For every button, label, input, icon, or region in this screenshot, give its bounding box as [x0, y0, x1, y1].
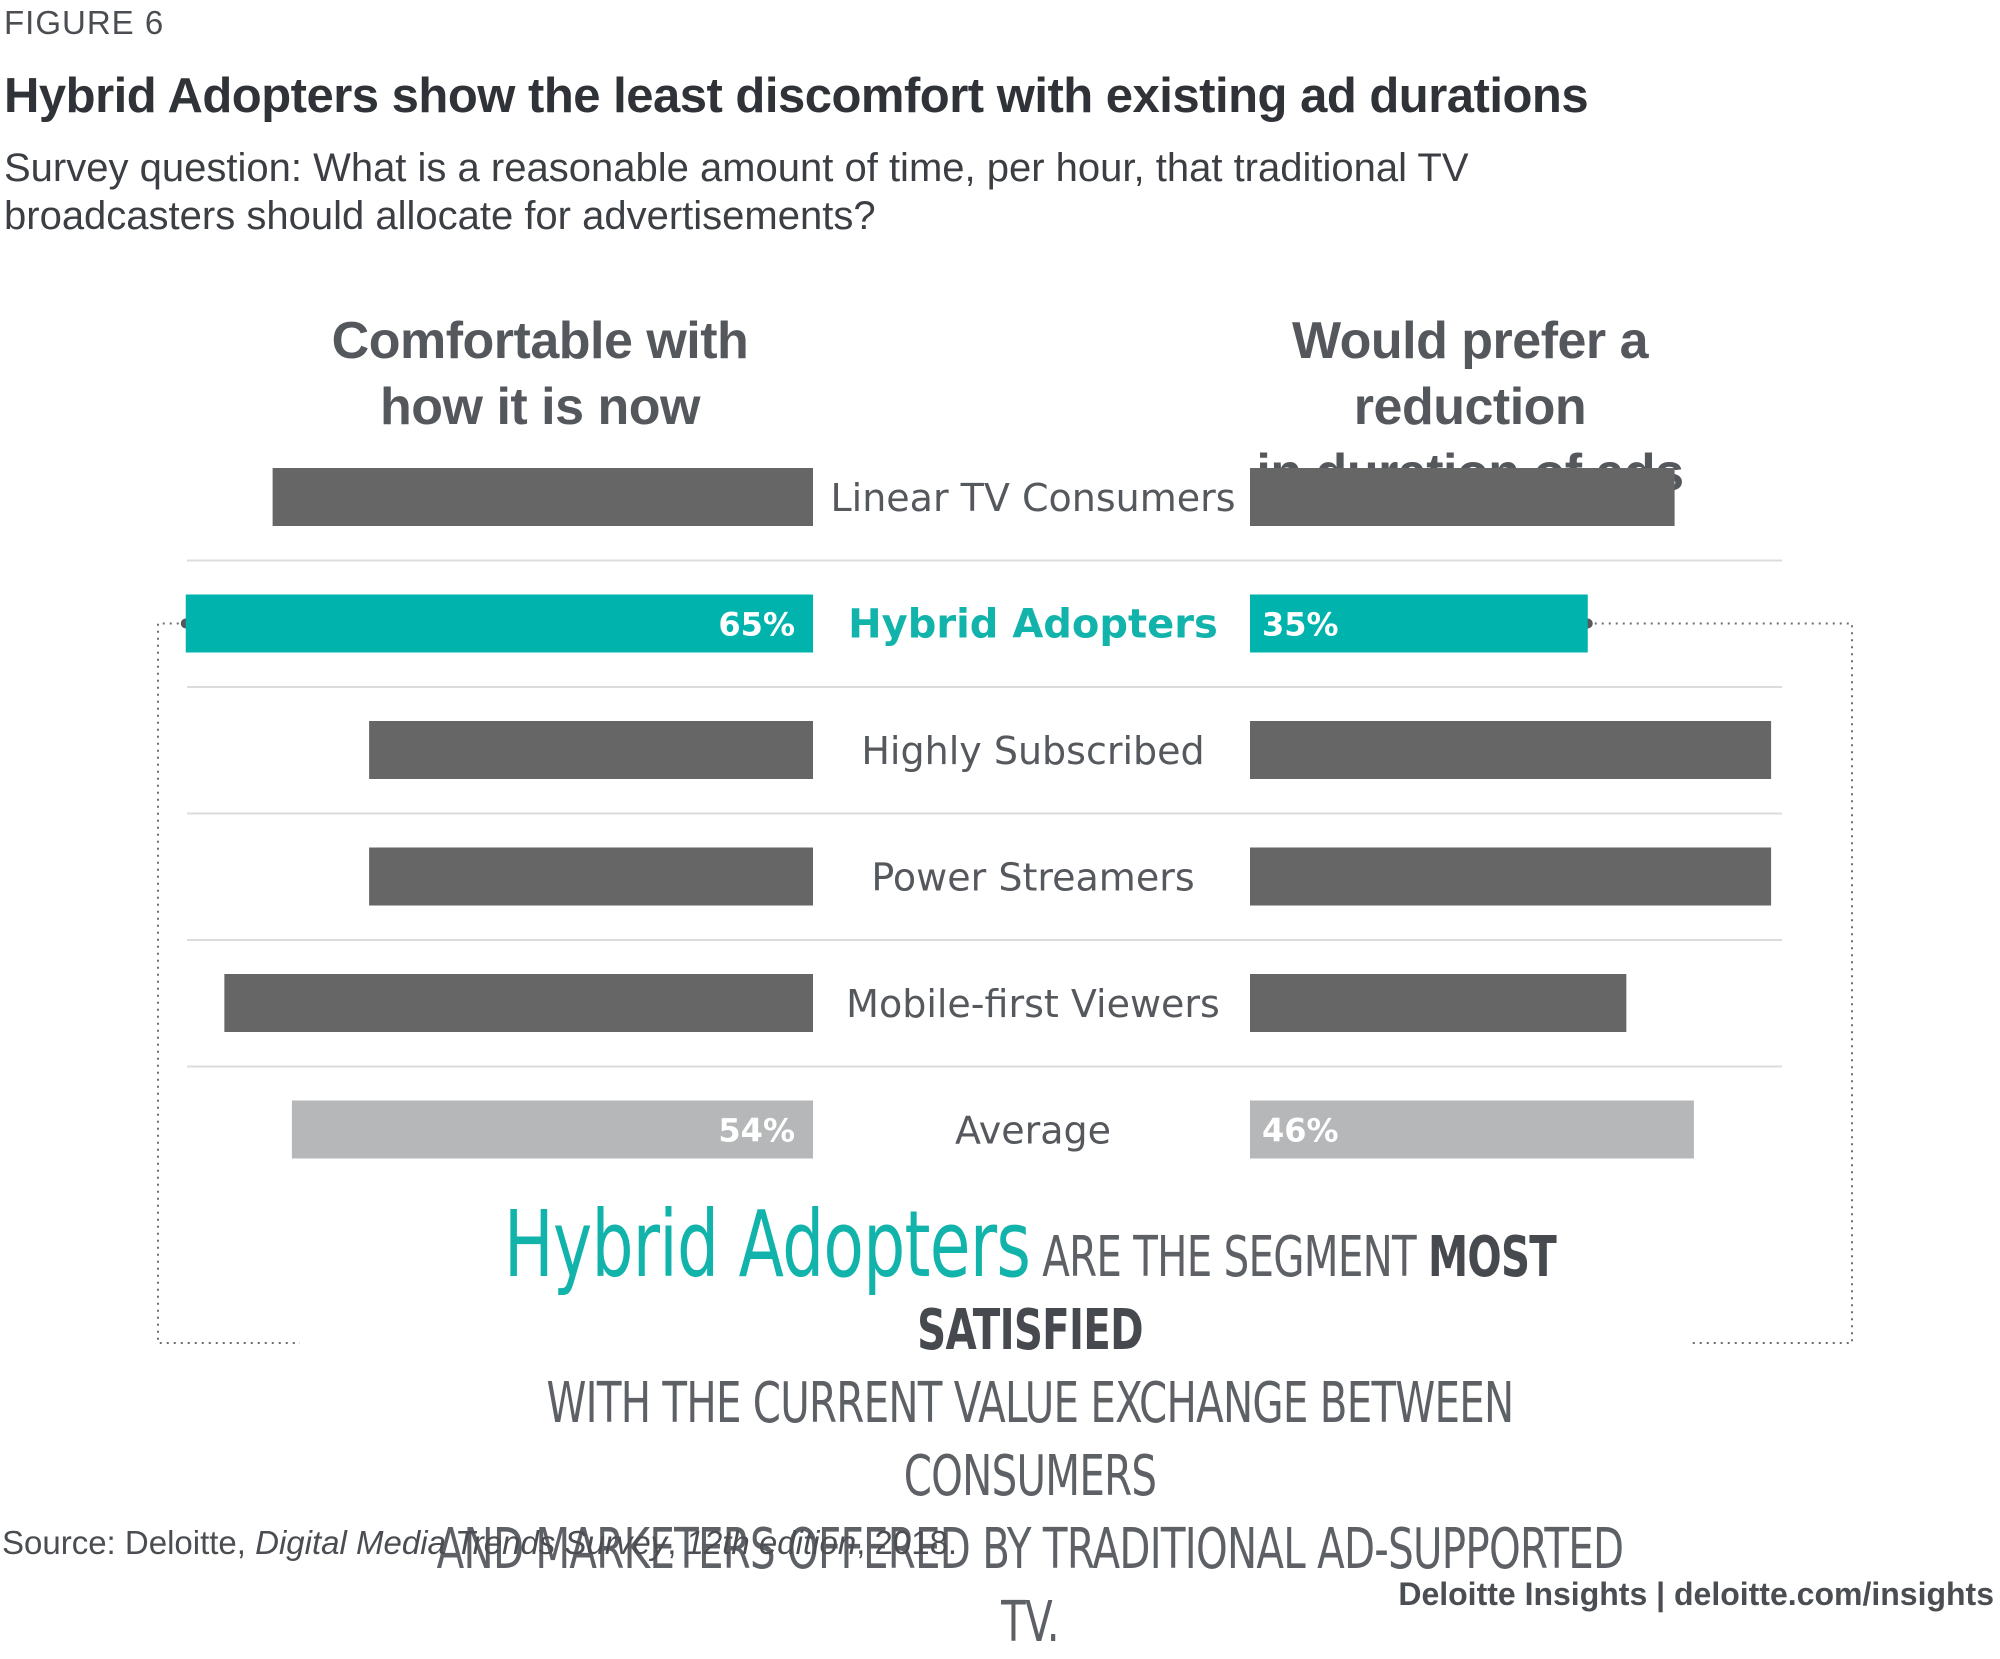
chart-title: Hybrid Adopters show the least discomfor… — [4, 69, 1589, 123]
takeaway-strong: MOST SATISFIED — [917, 1225, 1557, 1363]
data-label-left-average: 54% — [718, 1112, 795, 1150]
bar-left-average — [291, 1100, 813, 1159]
takeaway-callout: Hybrid Adopters ARE THE SEGMENT MOST SAT… — [432, 1199, 1627, 1659]
bar-right-hybrid-adopters — [1250, 594, 1588, 653]
bar-left-highly-subscribed — [369, 721, 813, 779]
data-label-left-hybrid-adopters: 65% — [718, 606, 795, 644]
connector-right — [1587, 622, 1853, 1344]
bar-left-linear-tv-consumers — [272, 468, 814, 526]
bars — [185, 468, 1772, 1159]
figure-label: FIGURE 6 — [4, 4, 165, 41]
source-prefix: Source: Deloitte, — [2, 1524, 256, 1561]
chart-subtitle: Survey question: What is a reasonable am… — [4, 146, 1469, 238]
data-label-right-average: 46% — [1262, 1112, 1339, 1150]
data-label-right-hybrid-adopters: 35% — [1262, 606, 1339, 644]
left-column-header: Comfortable with how it is now — [290, 308, 790, 440]
source-suffix: , 2018. — [856, 1524, 958, 1561]
source-sep: , — [667, 1524, 686, 1561]
source-edition: 12th edition — [685, 1524, 857, 1561]
takeaway-highlight: Hybrid Adopters — [503, 1191, 1031, 1298]
takeaway-part1: ARE THE SEGMENT — [1030, 1225, 1429, 1290]
bar-right-linear-tv-consumers — [1250, 468, 1675, 526]
category-label-mobile-first-viewers: Mobile-first Viewers — [846, 982, 1220, 1026]
takeaway-line1: Hybrid Adopters ARE THE SEGMENT MOST SAT… — [432, 1199, 1627, 1367]
takeaway-line2: WITH THE CURRENT VALUE EXCHANGE BETWEEN … — [546, 1371, 1515, 1509]
left-header-line2: how it is now — [380, 378, 700, 436]
category-label-hybrid-adopters: Hybrid Adopters — [848, 602, 1218, 648]
category-label-power-streamers: Power Streamers — [871, 856, 1194, 900]
bar-right-average — [1250, 1100, 1694, 1159]
category-label-highly-subscribed: Highly Subscribed — [861, 729, 1204, 773]
row-dividers — [187, 559, 1782, 1068]
category-labels: Linear TV Consumers Hybrid Adopters 65% 35%… — [718, 476, 1338, 1153]
bar-right-power-streamers — [1250, 847, 1772, 906]
bar-left-power-streamers — [369, 847, 813, 906]
category-label-linear-tv-consumers: Linear TV Consumers — [830, 476, 1235, 520]
source-publication: Digital Media Trends Survey — [255, 1524, 668, 1561]
diverging-bar-chart: Linear TV Consumers Hybrid Adopters 65% 35%… — [157, 468, 1853, 1344]
category-label-average: Average — [955, 1109, 1111, 1153]
bar-right-mobile-first-viewers — [1250, 974, 1627, 1032]
source-note: Source: Deloitte, Digital Media Trends S… — [2, 1524, 957, 1562]
footer-credit: Deloitte Insights | deloitte.com/insight… — [1398, 1576, 1994, 1612]
left-header-line1: Comfortable with — [331, 312, 749, 370]
bar-left-hybrid-adopters — [185, 594, 813, 653]
right-header-line1: Would prefer a reduction — [1291, 312, 1649, 436]
bar-right-highly-subscribed — [1250, 721, 1772, 779]
bar-left-mobile-first-viewers — [224, 974, 814, 1032]
